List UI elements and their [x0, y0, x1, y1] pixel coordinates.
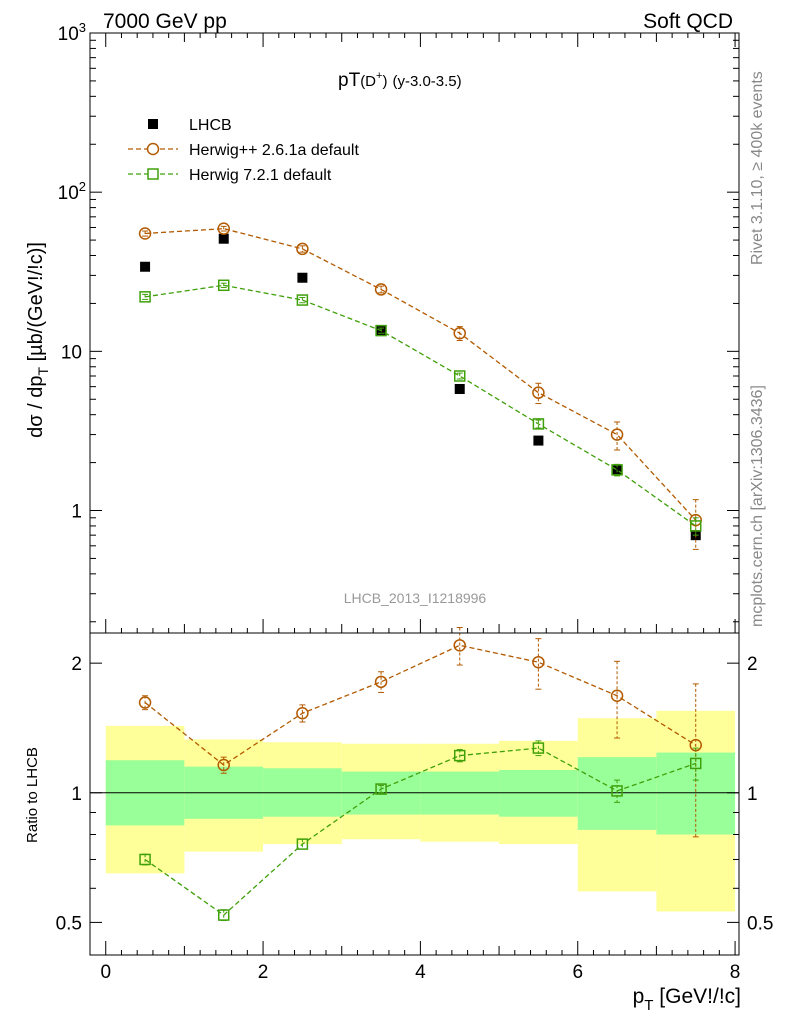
- ratio-point: [689, 757, 702, 770]
- x-tick-label: 4: [415, 962, 426, 983]
- data-point: [533, 435, 544, 446]
- ratio-point: [453, 639, 466, 652]
- ratio-y-tick-label: 2: [71, 654, 82, 675]
- title-sup: +: [376, 70, 382, 82]
- x-tick-label: 2: [258, 962, 269, 983]
- ratio-point: [375, 783, 387, 795]
- data-point: [453, 326, 466, 340]
- ratio-line: [144, 747, 696, 916]
- data-point: [140, 261, 151, 272]
- ratio-y-tick-label-right: 1: [747, 784, 758, 805]
- mcplots-credit-label: mcplots.cern.ch [arXiv:1306.3436]: [749, 385, 766, 627]
- data-point: [139, 291, 151, 303]
- x-tick-label: 8: [730, 962, 741, 983]
- x-tick-label: 6: [572, 962, 583, 983]
- ratio-panel: 0.5 0.5 1 1 2 2 0 2 4 6 8: [56, 33, 773, 983]
- ratio-plot-frame: [89, 632, 740, 956]
- title-paren: (D: [360, 73, 376, 90]
- uncertainty-band-inner: [577, 757, 657, 830]
- y-tick-label: 1: [71, 502, 82, 523]
- y-tick-label: 102: [58, 179, 86, 204]
- ratio-line: [144, 644, 697, 766]
- legend-label: Herwig 7.2.1 default: [189, 167, 332, 184]
- ratio-point: [611, 785, 623, 797]
- ratio-point: [296, 707, 309, 720]
- y-tick-label: 103: [58, 20, 86, 45]
- ratio-point: [453, 749, 466, 762]
- series-line: [144, 284, 697, 527]
- y-tick-exponent: 2: [79, 179, 86, 194]
- data-point: [689, 520, 702, 532]
- ratio-y-tick-label: 0.5: [56, 913, 82, 934]
- data-point: [218, 233, 229, 244]
- main-y-axis-title: dσ / dpT [µb/(GeV!/!c)]: [25, 242, 51, 438]
- ratio-y-axis-title: Ratio to LHCB: [24, 747, 41, 843]
- data-point: [297, 272, 308, 283]
- legend: LHCB Herwig++ 2.6.1a default Herwig 7.2.1 …: [128, 117, 359, 184]
- legend-label: LHCB: [189, 117, 232, 134]
- ratio-point: [296, 838, 309, 850]
- x-axis-title: pT [GeV!/!c]: [633, 985, 741, 1014]
- data-point: [375, 324, 387, 337]
- ratio-point: [374, 675, 388, 689]
- data-point: [532, 418, 545, 430]
- title-main: pT: [338, 70, 361, 91]
- main-plot-title: pT(D+) (y-3.0-3.5): [338, 70, 462, 91]
- y-tick-exponent: 3: [79, 20, 86, 35]
- data-point: [610, 428, 624, 441]
- data-point: [217, 279, 230, 292]
- legend-marker: [148, 119, 158, 129]
- header-energy-label: 7000 GeV pp: [103, 10, 227, 33]
- main-panel: 1 10 102 103 pT(D+) (y-3.0-3.5) LHCB_2013_I1…: [58, 20, 740, 634]
- ratio-point: [532, 655, 545, 669]
- ratio-point: [532, 742, 545, 754]
- ratio-point: [138, 696, 152, 709]
- title-sub: (y-3.0-3.5): [392, 73, 461, 90]
- header-process-label: Soft QCD: [643, 10, 733, 33]
- data-point: [296, 294, 309, 306]
- data-point: [611, 464, 623, 476]
- legend-marker: [146, 142, 160, 156]
- rivet-version-label: Rivet 3.1.10, ≥ 400k events: [749, 71, 766, 265]
- main-plot-frame: [89, 32, 740, 634]
- data-point: [454, 383, 465, 394]
- ratio-y-tick-label-right: 2: [747, 654, 758, 675]
- ratio-y-tick-label-right: 0.5: [747, 913, 773, 934]
- legend-marker: [147, 168, 159, 180]
- data-point: [532, 386, 545, 399]
- x-tick-label: 0: [100, 962, 111, 983]
- data-point: [453, 370, 466, 382]
- data-point: [374, 283, 388, 296]
- data-point: [296, 242, 309, 256]
- series-line: [145, 227, 697, 521]
- uncertainty-band-inner: [499, 769, 578, 817]
- y-tick-label: 10: [61, 342, 82, 363]
- ratio-point: [217, 758, 230, 772]
- ratio-point: [610, 689, 624, 703]
- ratio-point: [139, 853, 151, 866]
- data-point: [138, 227, 152, 240]
- data-point: [217, 222, 230, 235]
- legend-label: Herwig++ 2.6.1a default: [189, 142, 359, 159]
- ratio-point: [217, 909, 230, 921]
- title-close: ): [382, 73, 387, 90]
- ratio-y-tick-label: 1: [71, 784, 82, 805]
- analysis-label: LHCB_2013_I1218996: [344, 590, 487, 606]
